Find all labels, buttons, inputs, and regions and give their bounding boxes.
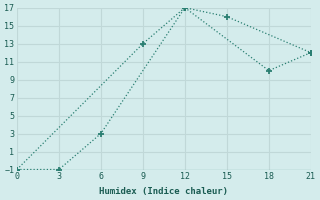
X-axis label: Humidex (Indice chaleur): Humidex (Indice chaleur) <box>100 187 228 196</box>
